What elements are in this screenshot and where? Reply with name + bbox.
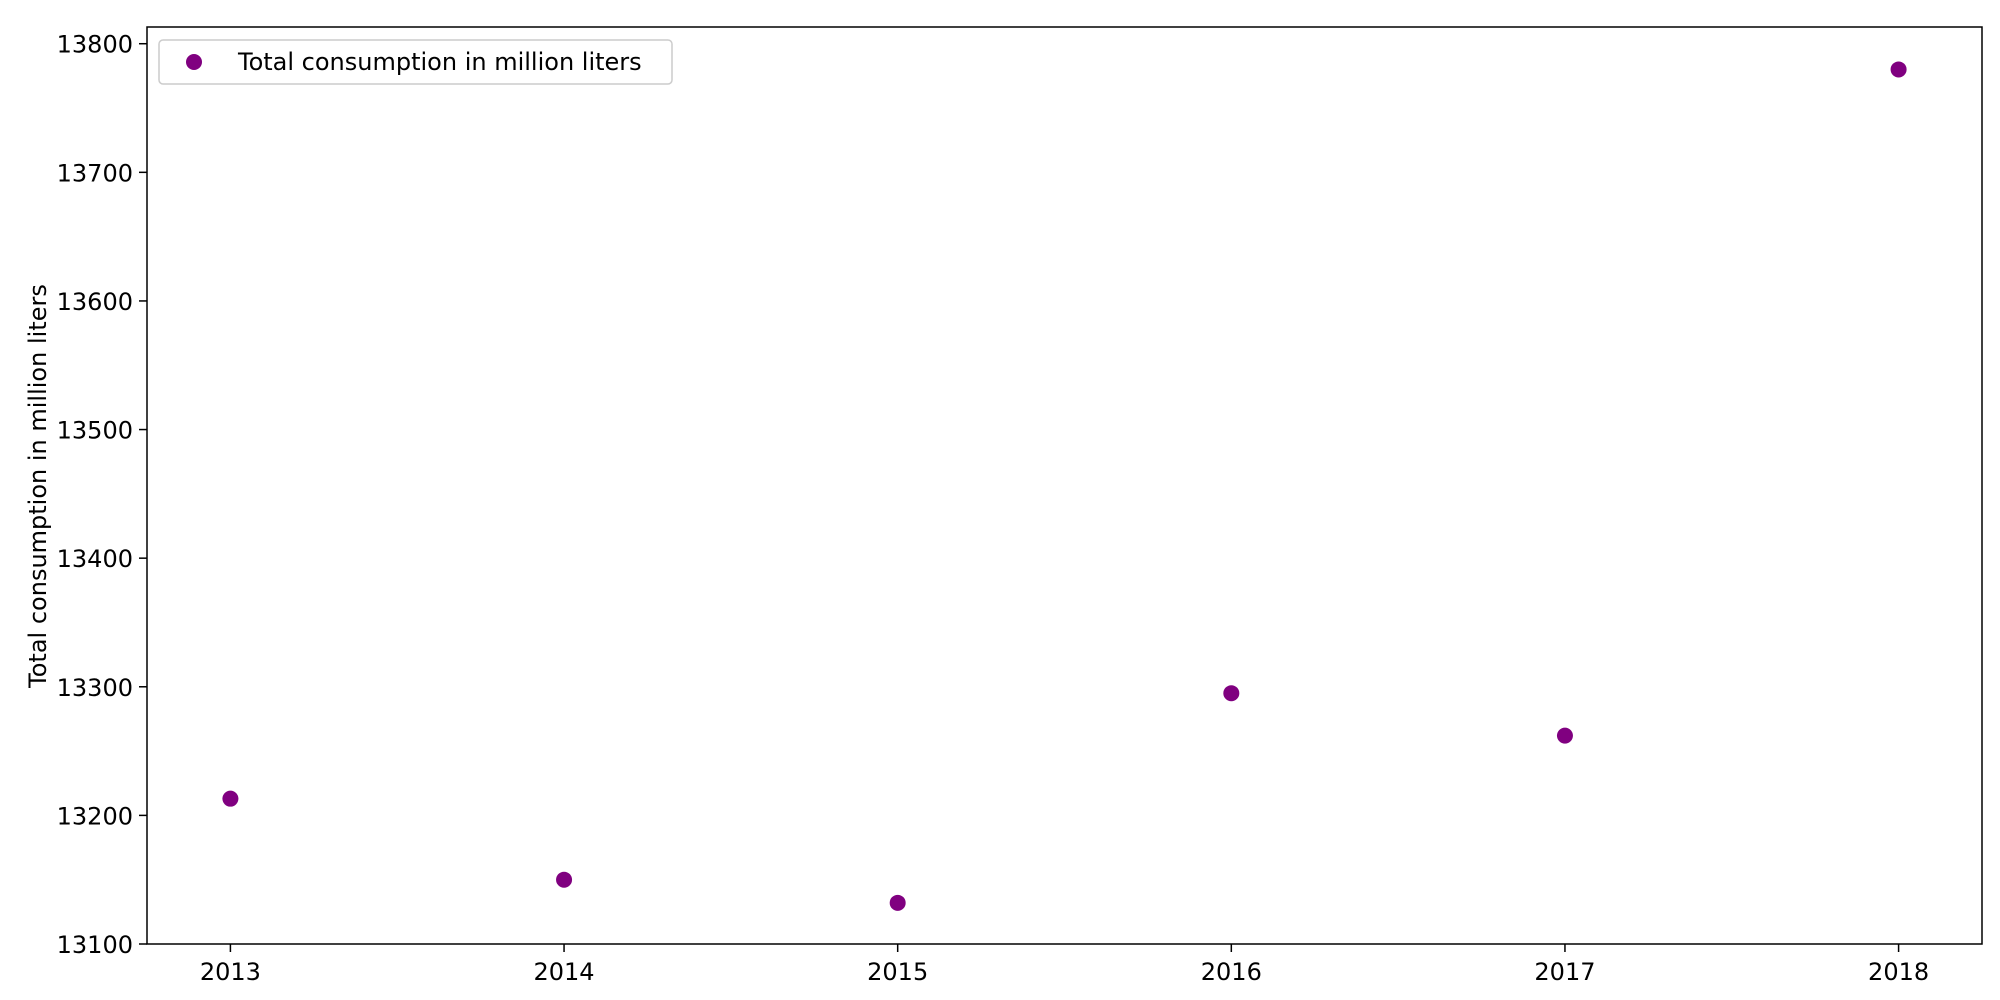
data-point [1223,685,1240,702]
y-tick-label: 13800 [57,31,133,59]
legend-entry-label: Total consumption in million liters [237,48,642,76]
y-tick-label: 13600 [57,288,133,316]
y-tick-label: 13700 [57,159,133,187]
data-point [222,790,239,807]
y-tick-label: 13500 [57,417,133,445]
plot-area [222,61,1907,911]
legend: Total consumption in million liters [158,39,673,85]
y-axis-label: Total consumption in million liters [24,284,52,689]
legend-frame [158,39,673,85]
data-point [1890,61,1907,78]
y-tick-label: 13200 [57,802,133,830]
plot-frame [146,26,1983,945]
data-point [1556,727,1573,744]
y-tick-label: 13100 [57,931,133,959]
data-point [889,894,906,911]
x-tick-label: 2017 [1534,958,1595,986]
x-tick-label: 2016 [1201,958,1262,986]
data-point [556,871,573,888]
y-tick-label: 13400 [57,545,133,573]
legend-marker [186,54,202,70]
x-tick-label: 2015 [867,958,928,986]
x-tick-label: 2013 [200,958,261,986]
y-tick-label: 13300 [57,674,133,702]
x-tick-label: 2014 [534,958,595,986]
x-tick-label: 2018 [1868,958,1929,986]
axes: 2013 2014 2015 2016 2017 2018 13100 13200 13300 1… [57,26,1983,986]
